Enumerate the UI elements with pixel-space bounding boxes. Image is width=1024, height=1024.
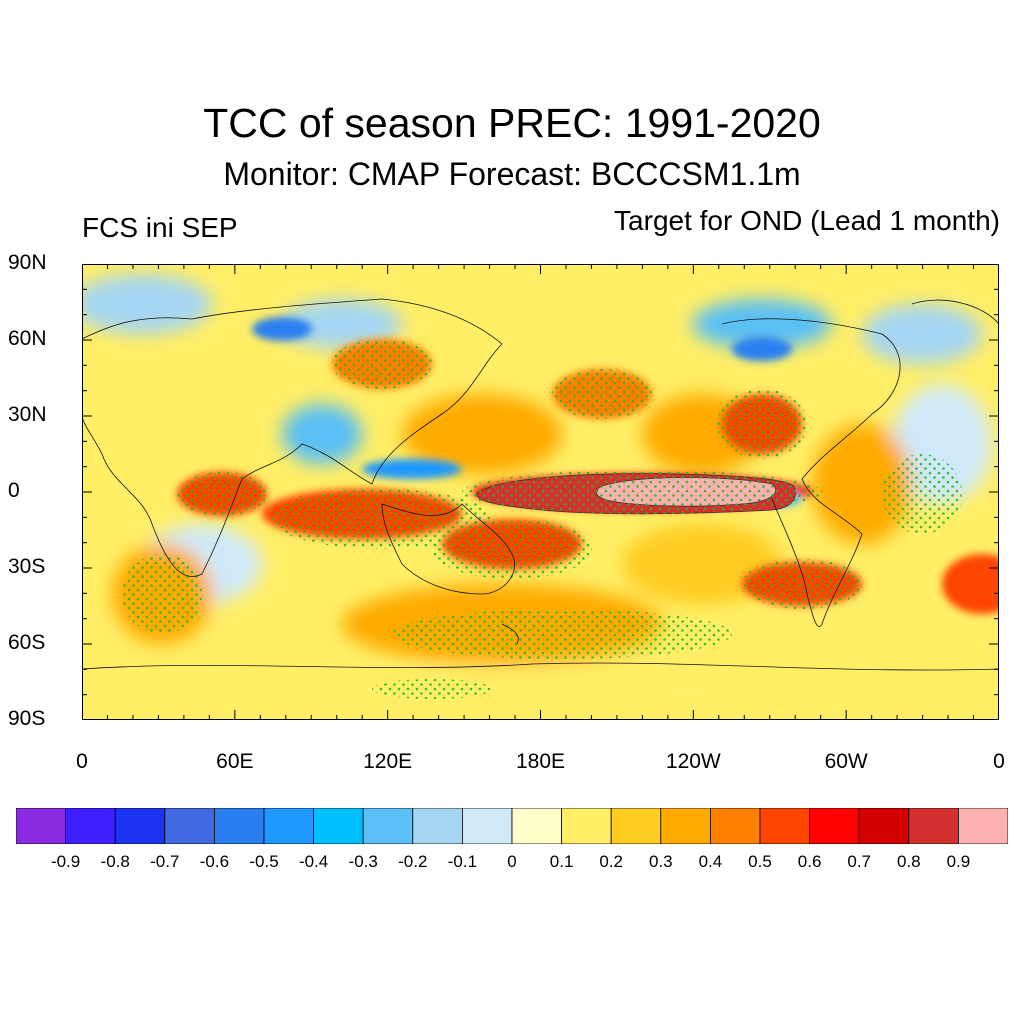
colorbar-label: 0.5	[748, 852, 772, 871]
colorbar-swatch	[412, 808, 463, 844]
colorbar-swatch	[263, 808, 314, 844]
lon-tick-label: 60E	[216, 750, 254, 773]
colorbar-swatch	[461, 808, 513, 844]
colorbar-swatch	[362, 808, 414, 844]
significance-stippling	[122, 339, 962, 699]
colorbar-swatch	[114, 808, 166, 844]
colorbar-label: -0.1	[447, 852, 478, 871]
colorbar-swatch	[759, 808, 810, 844]
map-title: TCC of season PREC: 1991-2020	[203, 100, 821, 146]
map-frame	[82, 264, 999, 720]
colorbar-label: 0.1	[549, 852, 574, 871]
colorbar-label: -0.5	[249, 852, 279, 871]
colorbar-label: 0.6	[797, 852, 822, 871]
colorbar-label: -0.7	[150, 852, 180, 871]
colorbar-label: -0.6	[199, 852, 230, 871]
colorbar-swatch	[561, 808, 612, 844]
colorbar-swatch	[908, 808, 959, 844]
colorbar-swatch	[213, 808, 265, 844]
colorbar-label: 0.3	[648, 852, 673, 871]
colorbar-label: 0.2	[599, 852, 624, 871]
colorbar	[16, 808, 1008, 844]
colorbar-label: -0.2	[398, 852, 428, 871]
lat-tick-label: 90S	[8, 707, 46, 730]
lon-tick-label: 180E	[515, 750, 566, 773]
lon-tick-label: 60W	[824, 750, 868, 773]
colorbar-label: -0.9	[50, 852, 81, 871]
lat-tick-label: 60S	[8, 631, 46, 654]
coastlines	[82, 298, 999, 671]
colorbar-label: 0.7	[847, 852, 872, 871]
colorbar-swatch	[610, 808, 662, 844]
lon-tick-label: 0	[993, 750, 1005, 773]
colorbar-swatch	[511, 808, 562, 844]
colorbar-swatch	[313, 808, 364, 844]
lon-tick-label: 0	[76, 750, 88, 773]
colorbar-swatch	[858, 808, 910, 844]
lon-tick-label: 120W	[665, 750, 721, 773]
colorbar-label: 0	[507, 852, 517, 871]
left-label: FCS ini SEP	[82, 212, 238, 243]
colorbar-label: -0.8	[100, 852, 130, 871]
colorbar-label: -0.3	[348, 852, 378, 871]
lat-tick-label: 30N	[8, 403, 47, 426]
colorbar-label: 0.4	[698, 852, 723, 871]
lat-tick-label: 30S	[8, 555, 46, 578]
colorbar-swatch	[958, 808, 1008, 844]
right-label: Target for OND (Lead 1 month)	[614, 205, 1000, 236]
lat-tick-label: 60N	[8, 327, 47, 350]
colorbar-label: 0.8	[896, 852, 921, 871]
map-subtitle: Monitor: CMAP Forecast: BCCCSM1.1m	[223, 156, 801, 192]
colorbar-swatch	[710, 808, 761, 844]
colorbar-label: 0.9	[946, 852, 971, 871]
colorbar-swatch	[809, 808, 860, 844]
colorbar-swatch	[164, 808, 215, 844]
lon-tick-label: 120E	[363, 750, 413, 773]
colorbar-swatch	[660, 808, 711, 844]
colorbar-swatch	[65, 808, 116, 844]
colorbar-swatch	[16, 808, 66, 844]
correlation-map	[82, 264, 999, 720]
colorbar-label: -0.4	[298, 852, 329, 871]
lat-tick-label: 0	[8, 479, 20, 502]
lat-tick-label: 90N	[8, 251, 47, 274]
